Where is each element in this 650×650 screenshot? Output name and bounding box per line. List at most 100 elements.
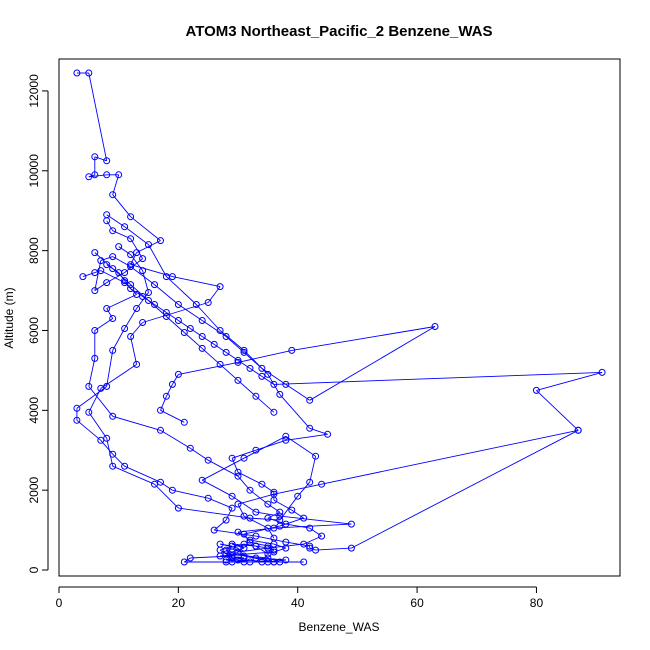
series-segment [213, 344, 227, 353]
data-point [115, 269, 123, 277]
data-point [151, 281, 158, 289]
series-segment [267, 503, 281, 513]
series-segment [208, 497, 233, 509]
data-point [210, 340, 218, 348]
data-point [151, 301, 158, 308]
data-point [276, 390, 284, 398]
data-point [288, 346, 296, 354]
data-point [288, 506, 296, 514]
series-segment [237, 493, 275, 505]
data-point [85, 408, 93, 416]
y-tick-label: 2000 [27, 476, 41, 503]
series-segment [207, 459, 239, 477]
data-point [312, 452, 320, 460]
data-point [103, 171, 111, 179]
data-point [103, 305, 111, 312]
data-point [145, 297, 152, 304]
data-point [282, 436, 290, 444]
data-point [73, 404, 81, 412]
y-tick-label: 10000 [27, 154, 41, 188]
data-point [300, 540, 308, 548]
series-6 [103, 261, 606, 434]
series-segment [160, 396, 167, 411]
data-point [270, 488, 278, 496]
data-point [306, 544, 314, 552]
x-tick-label: 60 [410, 596, 424, 610]
data-point [276, 558, 284, 566]
series-segment [88, 358, 96, 387]
series-segment [178, 320, 191, 329]
series-segment [160, 429, 191, 449]
data-point [162, 392, 170, 400]
series-segment [130, 284, 149, 301]
series-segment [214, 529, 256, 537]
data-point [85, 382, 93, 390]
data-point [222, 516, 230, 524]
data-point [258, 364, 266, 372]
data-point [246, 364, 254, 372]
series-segment [178, 304, 203, 321]
series-segment [112, 465, 155, 485]
series-segment [255, 545, 268, 549]
data-point [300, 558, 308, 566]
series-segment [76, 419, 102, 441]
data-point [121, 462, 129, 470]
data-point [204, 456, 212, 464]
series-segment [267, 545, 275, 551]
data-point [270, 534, 278, 542]
data-point [139, 293, 147, 300]
data-point [228, 454, 236, 462]
data-point [347, 520, 355, 528]
series-segment [130, 238, 143, 259]
series-segment [82, 272, 95, 278]
data-point [234, 468, 242, 476]
series-segment [154, 284, 179, 305]
data-point [109, 191, 117, 199]
data-point [276, 522, 284, 530]
series-segment [201, 457, 245, 481]
data-point [186, 325, 194, 332]
series-segment [184, 557, 191, 563]
series-segment [255, 511, 280, 517]
series-segment [118, 246, 131, 255]
series-segment [184, 332, 203, 349]
series-segment [160, 481, 173, 491]
series-segment [285, 433, 328, 441]
data-point [151, 480, 158, 488]
data-point [85, 69, 93, 77]
y-axis: 0 2000 4000 6000 8000 10000 12000 [27, 74, 49, 573]
data-point [234, 556, 242, 564]
series-segment [94, 156, 107, 162]
chart-title: ATOM3 Northeast_Pacific_2 Benzene_WAS [185, 23, 492, 40]
data-point [121, 223, 129, 231]
series-segment [243, 515, 269, 529]
data-point [264, 554, 272, 562]
data-point [91, 171, 99, 179]
series-segment [273, 483, 322, 495]
data-point [91, 269, 99, 277]
data-point [73, 69, 81, 77]
data-point [598, 368, 606, 376]
data-point [258, 372, 266, 380]
series-segment [94, 260, 102, 291]
y-tick-label: 12000 [27, 74, 41, 108]
data-point [127, 235, 135, 243]
data-point [324, 430, 332, 438]
series-segment [154, 483, 179, 509]
series-segment [136, 240, 161, 254]
data-point [228, 504, 236, 512]
series-segment [261, 483, 275, 493]
data-point [240, 454, 248, 462]
data-point [198, 333, 206, 340]
data-point [91, 153, 99, 161]
data-point [306, 424, 314, 432]
data-point [85, 173, 93, 181]
series-segment [279, 515, 352, 525]
series-segment [309, 326, 436, 401]
data-point [234, 472, 242, 480]
series-segment [255, 545, 269, 555]
data-point [198, 476, 206, 484]
data-point [264, 550, 272, 558]
series-segment [172, 276, 221, 288]
series-segment [249, 489, 269, 505]
